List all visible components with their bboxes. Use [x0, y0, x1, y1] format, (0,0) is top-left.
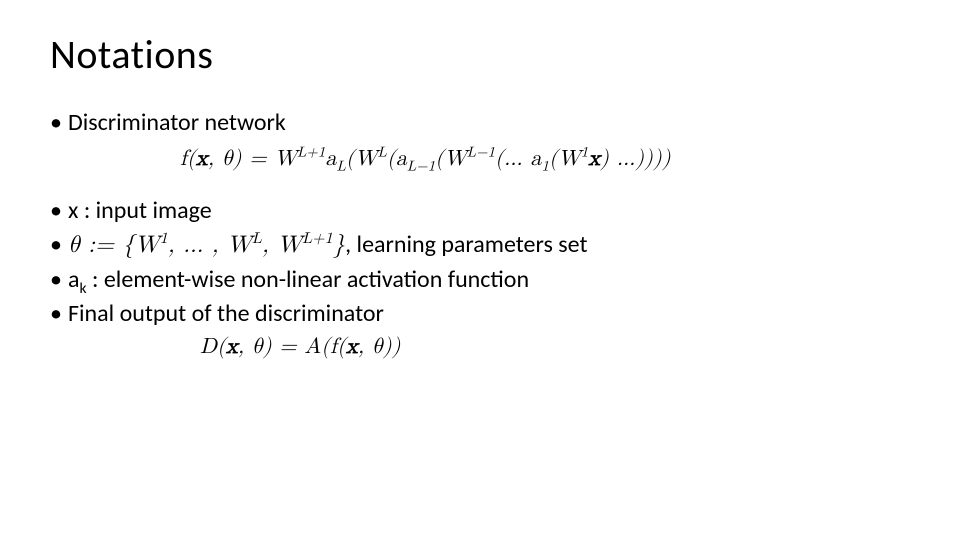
- theta-definition: θ := {W1, … , WL, WL+1}: [68, 233, 345, 257]
- bullet-discriminator-network: Discriminator network: [50, 107, 910, 139]
- bullet-ak-activation: ak : element-wise non-linear activation …: [50, 264, 910, 296]
- bullet-final-output: Final output of the discriminator: [50, 298, 910, 330]
- slide-title: Notations: [50, 30, 910, 79]
- bullet-text: , learning parameters set: [345, 230, 587, 259]
- slide-body: Discriminator network f(x, θ) = WL+1aL(W…: [50, 107, 910, 362]
- bullet-x-input: x : input image: [50, 195, 910, 227]
- bullet-text: Final output of the discriminator: [68, 299, 384, 328]
- bullet-theta-set: θ := {W1, … , WL, WL+1}, learning parame…: [50, 229, 910, 261]
- bullet-text: : element-wise non-linear activation fun…: [87, 265, 529, 294]
- ak-prefix: a: [68, 265, 80, 294]
- bullet-text: x : input image: [68, 196, 212, 225]
- formula-f: f(x, θ) = WL+1aL(WL(aL−1(WL−1(… a1(W1x) …: [180, 145, 910, 175]
- slide-root: Notations Discriminator network f(x, θ) …: [0, 0, 960, 540]
- ak-sub: k: [80, 279, 87, 298]
- formula-d: D(x, θ) = A(f(x, θ)): [200, 333, 910, 363]
- bullet-text: Discriminator network: [68, 108, 286, 137]
